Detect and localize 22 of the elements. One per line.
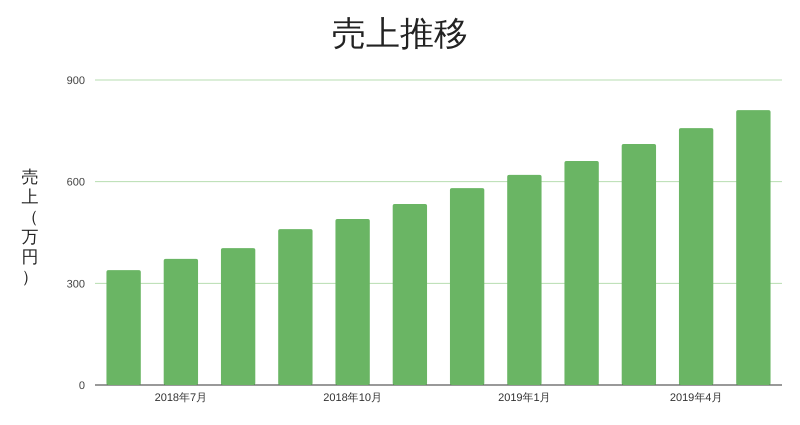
bar	[335, 218, 370, 385]
bar	[392, 204, 428, 385]
x-tick-label: 2019年1月	[498, 392, 551, 404]
y-tick-label: 900	[66, 75, 85, 87]
bar	[564, 160, 599, 385]
bar	[106, 270, 141, 385]
y-tick-label: 0	[78, 380, 85, 392]
x-tick-label: 2019年4月	[670, 392, 722, 404]
bar	[278, 229, 313, 385]
chart-title: 売上推移	[332, 15, 468, 53]
bar	[736, 110, 771, 385]
bar	[450, 188, 484, 385]
y-tick-label: 300	[66, 278, 85, 290]
y-tick-label: 600	[66, 176, 85, 189]
bar	[678, 128, 714, 385]
x-tick-label: 2018年10月	[323, 392, 382, 404]
bar	[164, 258, 198, 385]
bar	[220, 248, 256, 385]
x-tick-label: 2018年7月	[154, 392, 208, 404]
bar	[507, 174, 542, 385]
bar	[622, 144, 656, 385]
y-axis-title: 売上（万円）	[22, 168, 38, 286]
